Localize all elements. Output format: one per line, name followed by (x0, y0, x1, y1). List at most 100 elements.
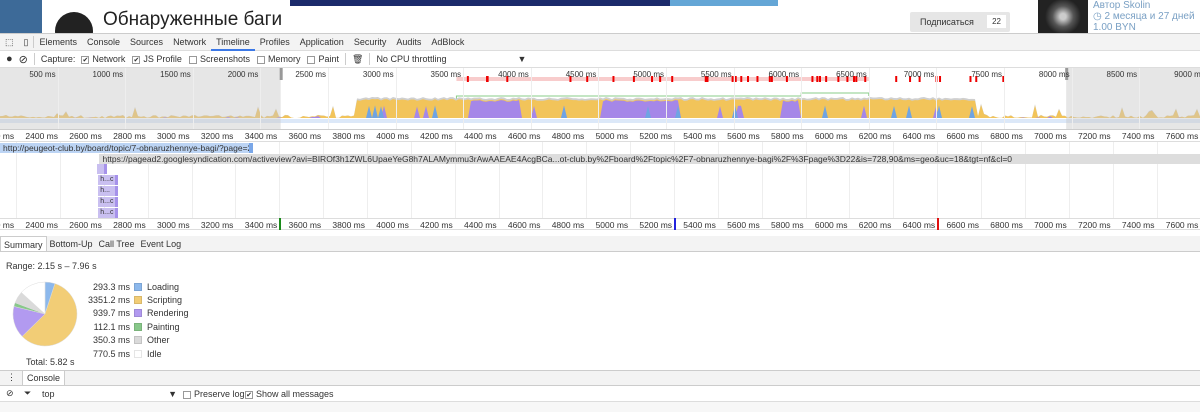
time-ruler-bottom: 2200 ms 2400 ms 2600 ms 2800 ms 3000 ms 3200 … (0, 218, 1200, 230)
tab-console[interactable]: Console (22, 370, 65, 385)
legend-value: 112.1 ms (80, 322, 130, 332)
ruler-tick: 5000 ms (590, 220, 628, 230)
long-frame-marker (612, 76, 614, 82)
tab-console[interactable]: Console (82, 34, 125, 51)
ad-banner[interactable] (290, 0, 670, 6)
grid-line (463, 68, 464, 130)
author-name[interactable]: Автор Skolin (1093, 0, 1195, 11)
legend-label: Painting (147, 322, 180, 332)
overview-tick: 6000 ms (763, 70, 799, 79)
checkbox[interactable] (257, 56, 265, 64)
network-flamechart[interactable]: http://peugeot-club.by/board/topic/7-obn… (0, 142, 1200, 219)
web-page-header: Обнаруженные баги Подписаться 22 Автор Sk… (0, 0, 1200, 33)
clear-icon[interactable]: ⊘ (19, 53, 28, 66)
legend-row-painting: 112.1 ms Painting (80, 320, 189, 333)
checkbox[interactable]: ✔ (81, 56, 89, 64)
tab-summary[interactable]: Summary (0, 236, 47, 251)
legend-swatch (134, 323, 142, 331)
network-request-small[interactable]: h... (98, 186, 118, 196)
network-request-ad[interactable]: https://pagead2.googlesyndication.com/ac… (99, 154, 1200, 164)
subscribe-button[interactable]: Подписаться 22 (910, 12, 1010, 32)
network-request-small[interactable]: h...c (98, 175, 118, 185)
ruler-tick: 2600 ms (64, 220, 102, 230)
tab-event-log[interactable]: Event Log (138, 236, 185, 251)
cpu-throttling-select[interactable]: No CPU throttling ▼ (376, 54, 526, 64)
ruler-tick: 7200 ms (1073, 131, 1111, 141)
tab-application[interactable]: Application (295, 34, 349, 51)
inspect-icon[interactable]: ⬚ (0, 34, 19, 51)
capture-network-checkbox[interactable]: ✔ Network (81, 54, 125, 64)
ruler-tick: 4600 ms (502, 220, 540, 230)
filter-icon[interactable]: ⏷ (24, 388, 31, 399)
legend-label: Other (147, 335, 170, 345)
tab-sources[interactable]: Sources (125, 34, 168, 51)
capture-js-profile-checkbox[interactable]: ✔ JS Profile (132, 54, 182, 64)
timeline-overview[interactable]: 500 ms 1000 ms 1500 ms 2000 ms 2500 ms 3000 m… (0, 68, 1200, 130)
grid-line (125, 68, 126, 130)
ruler-tick: 2600 ms (64, 131, 102, 141)
checkbox[interactable] (189, 56, 197, 64)
legend-swatch (134, 283, 142, 291)
ruler-tick: 2800 ms (108, 131, 146, 141)
checkbox[interactable] (183, 391, 191, 399)
tab-call-tree[interactable]: Call Tree (96, 236, 138, 251)
trash-icon[interactable]: 🗑 (352, 54, 363, 65)
capture-memory-checkbox[interactable]: Memory (257, 54, 301, 64)
long-frame-marker (671, 76, 673, 82)
price: 1.00 BYN (1093, 22, 1195, 33)
overview-tick: 1000 ms (87, 70, 123, 79)
overview-tick: 2500 ms (290, 70, 326, 79)
tab-adblock[interactable]: AdBlock (426, 34, 469, 51)
preserve-log-checkbox[interactable]: Preserve log (183, 389, 245, 399)
checkbox[interactable] (307, 56, 315, 64)
ruler-tick: 6800 ms (985, 131, 1023, 141)
context-select[interactable]: top ▼ (42, 389, 177, 399)
ruler-tick: 5600 ms (722, 220, 760, 230)
author-avatar (1038, 0, 1088, 33)
long-frame-marker (816, 76, 818, 82)
grid-line (936, 68, 937, 130)
network-request-small[interactable]: h...c (98, 197, 118, 207)
tab-network[interactable]: Network (168, 34, 211, 51)
network-request-main[interactable]: http://peugeot-club.by/board/topic/7-obn… (0, 143, 253, 153)
ruler-tick: 3800 ms (327, 220, 365, 230)
legend-value: 3351.2 ms (80, 295, 130, 305)
device-mode-icon[interactable]: ▯ (19, 34, 34, 51)
time-ago: 2 месяца и 27 дней (1105, 11, 1195, 22)
divider (345, 53, 346, 65)
show-all-messages-checkbox[interactable]: ✔ Show all messages (245, 389, 334, 399)
record-icon[interactable]: ● (6, 53, 13, 65)
total-label: Total: 5.82 s (26, 357, 75, 367)
clear-console-icon[interactable]: ⊘ (6, 388, 14, 399)
tab-profiles[interactable]: Profiles (255, 34, 295, 51)
tab-security[interactable]: Security (349, 34, 392, 51)
checkbox[interactable]: ✔ (132, 56, 140, 64)
network-request-small[interactable]: h...c (98, 208, 118, 218)
long-frame-marker (747, 76, 749, 82)
console-toolbar: ⊘ ⏷ top ▼ Preserve log ✔ Show all messages (0, 387, 1200, 402)
tab-elements[interactable]: Elements (34, 34, 82, 51)
overview-tick: 7500 ms (966, 70, 1002, 79)
overview-tick: 2000 ms (222, 70, 258, 79)
console-input[interactable] (0, 402, 1200, 412)
legend-swatch (134, 336, 142, 344)
tab-timeline[interactable]: Timeline (211, 34, 255, 51)
devtools-tabbar: ⬚ ▯ Elements Console Sources Network Timelin… (0, 33, 1200, 51)
overview-tick: 1500 ms (155, 70, 191, 79)
ruler-tick: 3000 ms (152, 131, 190, 141)
grid-line (1072, 68, 1073, 130)
capture-paint-checkbox[interactable]: Paint (307, 54, 339, 64)
ruler-tick: 2200 ms (0, 220, 14, 230)
legend-row-scripting: 3351.2 ms Scripting (80, 293, 189, 306)
checkbox[interactable]: ✔ (245, 391, 253, 399)
more-menu-icon[interactable]: ⋮ (7, 372, 16, 383)
capture-option-label: JS Profile (143, 54, 182, 64)
tab-bottom-up[interactable]: Bottom-Up (47, 236, 96, 251)
network-request-small[interactable] (97, 164, 107, 174)
tab-audits[interactable]: Audits (391, 34, 426, 51)
ad-banner-side[interactable] (670, 0, 778, 6)
capture-screenshots-checkbox[interactable]: Screenshots (189, 54, 250, 64)
ruler-tick: 7000 ms (1029, 220, 1067, 230)
legend-label: Loading (147, 282, 179, 292)
timeline-toolbar: ● ⊘ Capture: ✔ Network ✔ JS Profile Screensh… (0, 51, 1200, 68)
